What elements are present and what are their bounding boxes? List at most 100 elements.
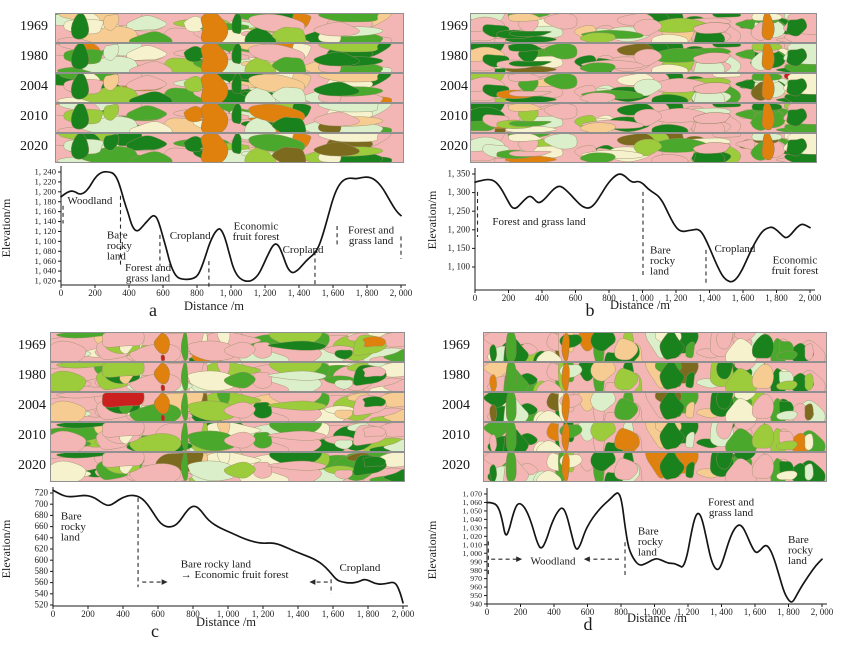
- y-tick-label: 600: [35, 555, 49, 565]
- elevation-profile-line: [486, 492, 823, 603]
- x-tick-label: 800: [186, 609, 200, 619]
- y-tick-label: 1, 160: [35, 206, 56, 216]
- year-label: 2020: [442, 458, 470, 473]
- year-label: 1980: [20, 49, 48, 64]
- x-tick-label: 1, 000: [217, 609, 240, 619]
- y-tick-label: 1, 350: [448, 169, 471, 179]
- y-axis-title: Elevation/m: [0, 198, 13, 257]
- zone-label: grass land: [709, 507, 754, 519]
- y-tick-label: 1, 030: [463, 523, 483, 532]
- y-tick-label: 1, 120: [35, 226, 56, 236]
- axes: [484, 488, 827, 607]
- y-tick-label: 1, 020: [35, 276, 56, 286]
- landuse-map-strip: [483, 362, 827, 392]
- year-label: 1969: [20, 19, 48, 34]
- year-label: 1980: [442, 368, 470, 383]
- y-tick-label: 980: [470, 566, 482, 575]
- y-axis-title: Elevation/m: [425, 520, 439, 579]
- y-tick-label: 1, 200: [35, 186, 56, 196]
- zone-label: land: [650, 266, 669, 278]
- y-tick-label: 1, 010: [463, 540, 483, 549]
- y-tick-label: 1, 070: [463, 490, 483, 499]
- y-tick-label: 620: [35, 544, 49, 554]
- zone-label: Cropland: [339, 562, 380, 574]
- y-tick-label: 540: [35, 588, 49, 598]
- y-tick-label: 1, 100: [35, 236, 56, 246]
- x-tick-label: 1, 600: [744, 607, 767, 617]
- x-tick-label: 400: [547, 607, 561, 617]
- landuse-map-strip: [470, 43, 817, 73]
- y-tick-label: 950: [470, 591, 482, 600]
- x-axis-title: Distance /m: [610, 298, 670, 312]
- x-tick-label: 800: [602, 293, 616, 303]
- zone-label: Forest and: [708, 496, 755, 508]
- x-tick-label: 1, 400: [710, 607, 733, 617]
- y-tick-label: 1, 060: [35, 256, 56, 266]
- zone-label: rocky: [638, 536, 664, 548]
- zone-label: → Economic fruit forest: [181, 569, 289, 581]
- axes: [50, 487, 408, 609]
- landuse-map-strip: [470, 13, 817, 43]
- x-tick-label: 2, 000: [811, 607, 834, 617]
- zone-label: Bare: [788, 534, 809, 546]
- elevation-profile-line: [52, 489, 404, 604]
- y-tick-label: 1, 040: [35, 266, 56, 276]
- landuse-map-strip: [470, 133, 817, 163]
- year-label: 2004: [18, 398, 46, 413]
- x-tick-label: 0: [485, 607, 490, 617]
- landuse-map-strip: [483, 452, 827, 482]
- x-tick-label: 1, 600: [732, 293, 755, 303]
- y-tick-label: 1, 240: [35, 167, 56, 177]
- x-tick-label: 200: [81, 609, 95, 619]
- x-tick-label: 1, 200: [252, 609, 275, 619]
- y-tick-label: 680: [35, 510, 49, 520]
- y-tick-label: 970: [470, 574, 482, 583]
- year-label: 1969: [18, 338, 46, 353]
- landuse-map-strip: [55, 43, 404, 73]
- x-tick-label: 400: [116, 609, 130, 619]
- year-label: 1980: [440, 49, 468, 64]
- y-axis-title: Elevation/m: [425, 190, 439, 249]
- zone-label: rocky: [61, 521, 87, 533]
- x-tick-label: 0: [473, 293, 478, 303]
- zone-label: fruit forest: [772, 265, 819, 277]
- landuse-map-strip: [483, 392, 827, 422]
- zone-label: rocky: [788, 545, 814, 557]
- x-tick-label: 200: [502, 293, 516, 303]
- x-tick-label: 1, 600: [322, 609, 345, 619]
- zone-label: Bare rocky land: [181, 558, 252, 570]
- arrowhead-icon: [516, 556, 523, 562]
- landuse-map-strip: [483, 332, 827, 362]
- y-tick-label: 1, 140: [35, 216, 56, 226]
- landuse-map-strip: [50, 422, 405, 452]
- landuse-map-strip: [55, 73, 404, 103]
- x-tick-label: 800: [190, 288, 204, 298]
- y-tick-label: 520: [35, 600, 49, 610]
- year-label: 1980: [18, 368, 46, 383]
- axes: [472, 168, 815, 293]
- x-tick-label: 200: [514, 607, 528, 617]
- zone-label: Bare: [107, 229, 128, 241]
- y-tick-label: 720: [35, 488, 49, 498]
- panel-letter: b: [586, 300, 595, 320]
- landuse-map-strip: [470, 73, 817, 103]
- year-label: 2020: [18, 458, 46, 473]
- zone-label: rocky: [650, 255, 676, 267]
- x-tick-label: 1, 000: [631, 293, 654, 303]
- zone-label: Cropland: [170, 230, 211, 242]
- x-tick-label: 1, 400: [287, 609, 310, 619]
- zone-label: land: [788, 555, 807, 567]
- landuse-map-strip: [50, 332, 405, 362]
- y-tick-label: 1, 100: [448, 262, 471, 272]
- year-label: 2004: [440, 79, 468, 94]
- elevation-profile-chart-b: 1, 350 1, 300 1, 250 1, 200 1, 150 1, 100 0 200…: [425, 168, 822, 320]
- y-tick-label: 940: [470, 600, 482, 609]
- year-label: 2004: [20, 79, 48, 94]
- x-tick-label: 1, 200: [677, 607, 700, 617]
- zone-label: Cropland: [283, 244, 324, 256]
- elevation-profile-line: [60, 170, 402, 283]
